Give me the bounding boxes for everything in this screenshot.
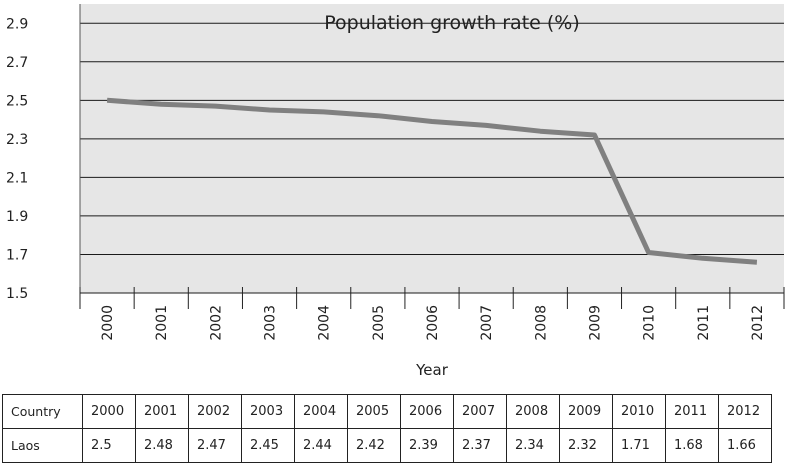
y-tick-label: 2.7 [6, 55, 28, 71]
data-table-body: Country 2000 2001 2002 2003 2004 2005 2006 2007 2… [2, 394, 772, 463]
table-row: Laos 2.5 2.48 2.47 2.45 2.44 2.42 2.39 2.37 2.34 2… [2, 428, 772, 463]
table-cell: 2004 [294, 394, 348, 429]
y-tick-label: 2.9 [6, 16, 28, 32]
y-tick-label: 1.9 [6, 209, 28, 225]
table-cell: 2.45 [241, 428, 295, 463]
table-cell: 2005 [347, 394, 401, 429]
table-cell: 2002 [188, 394, 242, 429]
line-chart: 1.51.71.92.12.32.52.72.9 2000 2001 2002 200… [6, 4, 785, 379]
x-tick-label: 2012 [750, 305, 766, 341]
y-tick-label: 2.5 [6, 93, 28, 109]
table-cell: 2.34 [506, 428, 560, 463]
table-cell: 2012 [718, 394, 772, 429]
table-cell: 2006 [400, 394, 454, 429]
table-cell: 2.5 [82, 428, 136, 463]
table-header-row: Country 2000 2001 2002 2003 2004 2005 2006 2007 2… [2, 394, 772, 429]
table-row-label: Country [2, 394, 83, 429]
x-tick-label: 2003 [263, 305, 279, 341]
axes [79, 4, 785, 309]
x-tick-label: 2004 [317, 305, 333, 341]
y-tick-label: 2.3 [6, 132, 28, 148]
x-axis-ticks: 2000 2001 2002 2003 2004 2005 2006 2007 2008 2009… [100, 305, 766, 341]
table-cell: 2007 [453, 394, 507, 429]
table-cell: 2003 [241, 394, 295, 429]
table-cell: 1.68 [665, 428, 719, 463]
table-cell: 2.37 [453, 428, 507, 463]
table-cell: 2010 [612, 394, 666, 429]
chart-title: Population growth rate (%) [324, 12, 580, 34]
x-tick-label: 2009 [587, 305, 603, 341]
y-tick-label: 1.7 [6, 247, 28, 263]
y-tick-label: 2.1 [6, 170, 28, 186]
x-tick-label: 2002 [208, 305, 224, 341]
x-tick-label: 2006 [425, 305, 441, 341]
y-axis-ticks: 1.5 1.7 1.9 2.1 2.3 2.5 2.7 2.9 [6, 16, 28, 302]
plot-area [80, 4, 784, 293]
x-tick-label: 2000 [100, 305, 116, 341]
table-cell: 2008 [506, 394, 560, 429]
table-cell: 1.71 [612, 428, 666, 463]
x-tick-label: 2011 [696, 305, 712, 341]
table-cell: 2.44 [294, 428, 348, 463]
table-cell: 2.47 [188, 428, 242, 463]
y-tick-label: 1.5 [6, 286, 28, 302]
table-cell: 2.39 [400, 428, 454, 463]
table-cell: 2001 [135, 394, 189, 429]
table-row-label: Laos [2, 428, 83, 463]
x-axis-label: Year [415, 361, 449, 379]
table-cell: 2.42 [347, 428, 401, 463]
x-tick-label: 2010 [642, 305, 658, 341]
table-cell: 2.48 [135, 428, 189, 463]
grid-lines [80, 22, 784, 294]
table-cell: 2009 [559, 394, 613, 429]
data-table: Country 2000 2001 2002 2003 2004 2005 2006 2007 2… [2, 394, 772, 463]
series-line-laos [106, 97, 758, 265]
table-cell: 2.32 [559, 428, 613, 463]
table-cell: 2011 [665, 394, 719, 429]
table-cell: 1.66 [718, 428, 772, 463]
x-tick-label: 2007 [479, 305, 495, 341]
x-tick-label: 2008 [533, 305, 549, 341]
x-tick-label: 2001 [154, 305, 170, 341]
x-tick-label: 2005 [371, 305, 387, 341]
table-cell: 2000 [82, 394, 136, 429]
